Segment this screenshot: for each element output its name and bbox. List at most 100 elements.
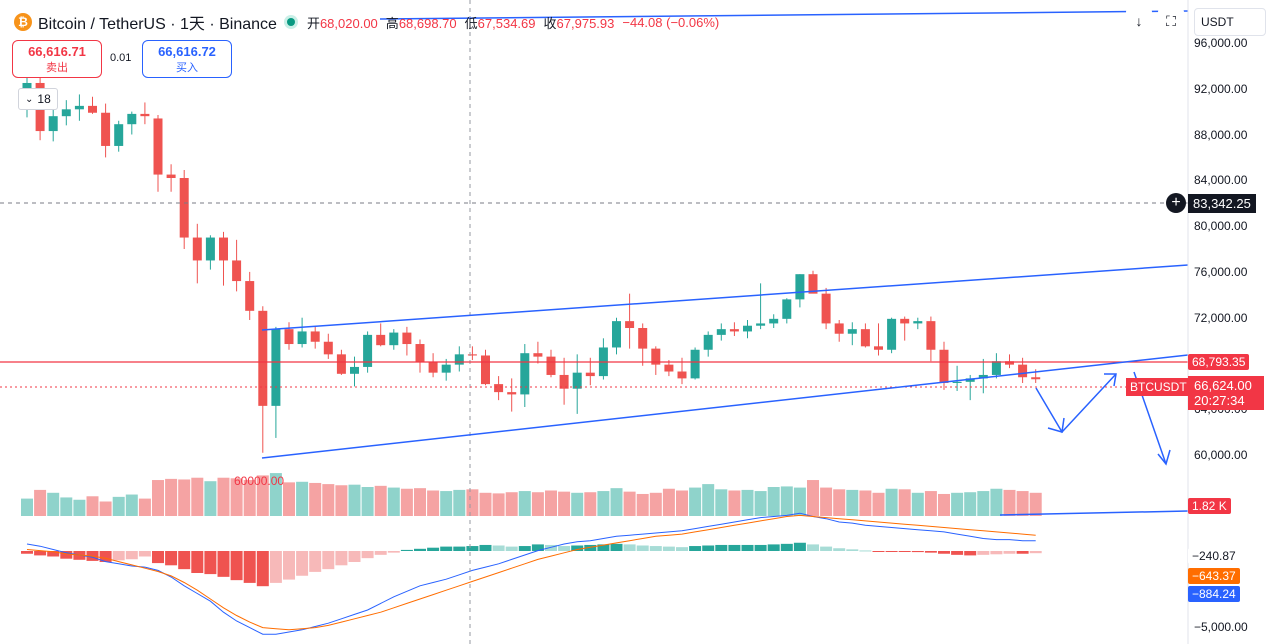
candle-body: [507, 392, 517, 395]
indicators-toggle-button[interactable]: ⌄ 18: [18, 88, 58, 110]
candle: [310, 326, 320, 349]
volume-bar: [741, 489, 754, 516]
volume-bar: [191, 477, 204, 516]
macd-hist-bar: [492, 545, 505, 551]
macd-hist-bar: [322, 551, 335, 570]
macd-hist-bar: [793, 542, 806, 551]
download-button[interactable]: ↓: [1126, 8, 1152, 34]
macd-hist-bar: [60, 551, 73, 559]
candle-body: [441, 364, 451, 373]
arrowhead-down-1: [1047, 417, 1065, 433]
macd-hist-bar: [217, 551, 230, 577]
volume-bar: [571, 492, 584, 516]
volume-bar: [662, 488, 675, 516]
macd-hist-bar: [807, 544, 819, 551]
price-axis-label: 80,000.00: [1194, 219, 1248, 234]
macd-hist-bar: [34, 551, 47, 556]
candle: [481, 349, 490, 386]
candle: [847, 322, 857, 346]
candle-body: [546, 356, 556, 375]
candle-body: [926, 321, 936, 350]
price-axis-label: 88,000.00: [1194, 127, 1248, 142]
macd-hist-bar: [597, 544, 610, 551]
macd-hist-bar: [269, 551, 282, 583]
symbol-title[interactable]: Bitcoin / TetherUS · 1天 · Binance: [38, 16, 277, 33]
candle-body: [1031, 377, 1041, 380]
volume-bar: [597, 491, 610, 516]
volume-bar: [86, 496, 99, 516]
volume-bar: [283, 482, 295, 516]
candle-body: [978, 374, 988, 379]
macd-hist-bar: [230, 551, 243, 581]
volume-bar: [649, 492, 662, 516]
sell-button[interactable]: 66,616.71 卖出: [12, 40, 102, 78]
candle-body: [284, 329, 294, 345]
macd-hist-bar: [440, 546, 453, 551]
crosshair-price-tag[interactable]: + 83,342.25: [1166, 192, 1256, 214]
macd-hist-bar: [112, 551, 125, 561]
macd-hist-bar: [335, 551, 348, 566]
candle: [61, 100, 71, 126]
candle: [756, 283, 766, 330]
ohlc-open: 开68,020.00: [306, 15, 378, 31]
candle-body: [258, 310, 268, 406]
candle: [795, 274, 805, 308]
macd-hist-bar: [649, 546, 662, 551]
chart-header: ₿ Bitcoin / TetherUS · 1天 · Binance 开68,…: [0, 8, 719, 36]
volume-bar: [728, 490, 741, 516]
volume-bar: [702, 484, 715, 516]
candle: [271, 326, 281, 438]
candle-body: [533, 353, 543, 357]
volume-bar: [73, 499, 86, 516]
macd-hist-bar: [545, 544, 557, 551]
macd-hist-bar: [728, 544, 741, 551]
volume-trend-line: [999, 510, 1189, 516]
volume-bar: [374, 485, 387, 516]
volume-bar: [453, 489, 466, 516]
candle: [834, 319, 844, 342]
volume-bar: [898, 489, 911, 516]
volume-bar: [833, 489, 846, 516]
volume-bar: [584, 492, 597, 516]
buy-button[interactable]: 66,616.72 买入: [142, 40, 232, 78]
candle-body: [1018, 364, 1028, 378]
arrowhead-down-2: [1157, 449, 1171, 466]
candle-body: [428, 362, 438, 373]
symbol-tag: BTCUSDT: [1126, 378, 1191, 396]
volume-bar: [846, 489, 859, 516]
macd-histogram: [21, 542, 1042, 587]
projection-arrow-path: [1035, 373, 1117, 434]
volume-bar: [820, 487, 833, 516]
candle-body: [690, 349, 700, 379]
macd-hist-bar: [256, 551, 269, 587]
buy-label: 买入: [176, 61, 198, 74]
macd-hist-bar: [178, 551, 191, 570]
candle: [376, 323, 386, 347]
volume-bar: [938, 493, 950, 516]
volume-bar: [505, 492, 518, 516]
candle: [729, 322, 739, 337]
candle: [978, 358, 988, 394]
macd-hist-bar: [283, 551, 295, 580]
currency-select[interactable]: USDT: [1194, 8, 1266, 36]
macd-hist-bar: [374, 551, 387, 555]
candle-body: [716, 329, 726, 335]
crosshair-price: 83,342.25: [1188, 193, 1256, 213]
candle: [887, 317, 897, 354]
macd-hist-bar: [767, 544, 780, 551]
volume-bar: [256, 475, 269, 516]
volume-bar: [479, 492, 492, 516]
candle-body: [310, 331, 320, 342]
fullscreen-button[interactable]: ⛶: [1158, 8, 1184, 34]
volume-bar: [335, 485, 348, 516]
candle: [114, 120, 124, 152]
macd-hist-bar: [296, 551, 309, 576]
candle: [533, 341, 543, 364]
volume-bar: [466, 489, 479, 516]
candle: [350, 356, 359, 387]
add-plus-icon[interactable]: +: [1166, 193, 1186, 213]
candle: [664, 360, 674, 377]
volume-bar: [492, 493, 505, 516]
candle: [467, 346, 477, 361]
